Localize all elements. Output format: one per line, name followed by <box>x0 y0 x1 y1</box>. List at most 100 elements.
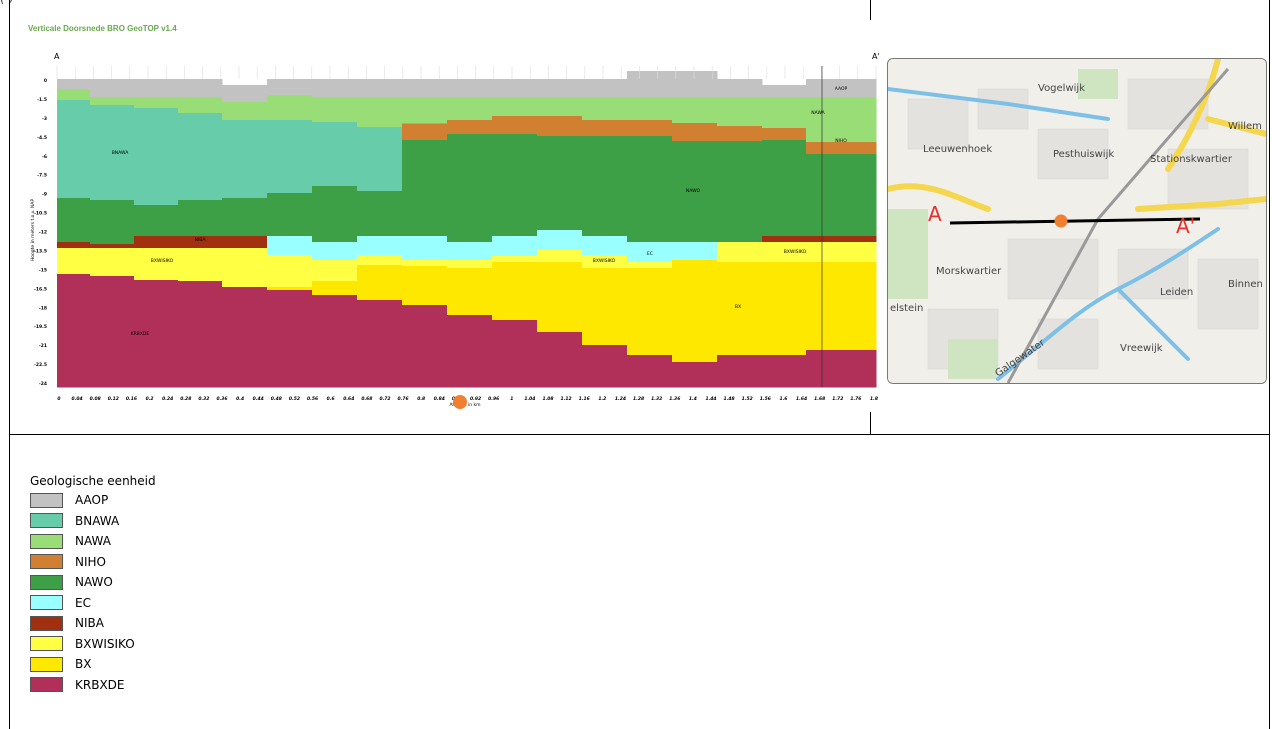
layer-ec <box>447 242 493 261</box>
layer-aaop <box>134 79 179 98</box>
layer-nawo <box>267 193 313 237</box>
cross-section-chart[interactable]: AAOP NAWA NIHO BNAWA NAWO NIBA BXWISIKO BXWISIK… <box>0 0 880 430</box>
unit-label: BXWISIKO <box>593 258 616 264</box>
layer-aaop <box>762 85 807 98</box>
layer-krbxde <box>537 332 583 388</box>
x-tick-label: 0.6 <box>327 396 335 402</box>
x-tick-label: 0.36 <box>216 396 227 402</box>
unit-label: NIBA <box>195 237 207 243</box>
layer-bnawa <box>57 100 91 199</box>
layer-bnawa <box>222 120 268 199</box>
legend-label: KRBXDE <box>75 677 125 692</box>
x-tick-label: 1.68 <box>814 396 825 402</box>
layer-bx <box>492 262 538 321</box>
x-tick-label: 1.4 <box>689 396 697 402</box>
layer-ec <box>402 236 448 261</box>
legend-item: NAWA <box>30 531 156 552</box>
layer-nawa <box>537 97 583 117</box>
unit-label: BX <box>735 304 741 310</box>
layer-niho <box>582 120 628 137</box>
layer-ec <box>672 242 718 261</box>
layer-aaop <box>57 79 91 90</box>
layer-niba <box>134 236 179 249</box>
layer-nawo <box>178 200 223 237</box>
y-tick-label: -13.5 <box>34 248 47 254</box>
layer-krbxde <box>627 355 673 388</box>
x-tick-label: 0.84 <box>434 396 445 402</box>
y-tick-label: -6 <box>42 154 47 160</box>
layer-bxwisiko <box>57 248 91 275</box>
layer-bxwisiko <box>762 242 807 263</box>
legend-swatch <box>30 677 63 693</box>
layer-ec <box>357 236 403 256</box>
layer-nawo <box>627 136 673 243</box>
layer-nawo <box>222 198 268 237</box>
layer-bx <box>312 281 358 296</box>
layer-krbxde <box>762 355 807 388</box>
app-title: Verticale Doorsnede BRO GeoTOP v1.4 <box>28 24 177 33</box>
layer-bx <box>267 287 313 291</box>
legend-swatch <box>30 636 63 652</box>
y-tick-label: -4.5 <box>37 135 47 141</box>
unit-label: AAOP <box>835 86 848 92</box>
layer-nawo <box>312 186 358 243</box>
unit-label: EC <box>647 251 653 257</box>
legend-label: BXWISIKO <box>75 636 135 651</box>
layer-aaop <box>537 79 583 98</box>
layer-krbxde <box>582 345 628 388</box>
legend-label: NIHO <box>75 554 106 569</box>
layer-nawa <box>134 97 179 109</box>
legend-label: AAOP <box>75 493 109 508</box>
map-place: Willem <box>1228 121 1262 132</box>
legend-label: BNAWA <box>75 513 120 528</box>
legend-title: Geologische eenheid <box>30 474 156 488</box>
layer-nawa <box>357 97 403 128</box>
layer-aaop <box>267 79 313 96</box>
layer-nawo <box>672 141 718 243</box>
location-map[interactable]: A A' Vogelwijk Leeuwenhoek Pesthuiswijk … <box>887 58 1267 384</box>
x-tick-label: 1.28 <box>633 396 644 402</box>
layer-niho <box>627 120 673 137</box>
legend-swatch <box>30 513 63 529</box>
legend-label: NAWO <box>75 575 113 590</box>
map-marker-a: A <box>928 202 942 226</box>
layer-aaop <box>357 79 403 98</box>
x-tick-label: 1.56 <box>760 396 771 402</box>
layer-niho <box>402 123 448 141</box>
x-tick-label: 0.32 <box>198 396 209 402</box>
y-tick-label: -19.5 <box>34 324 47 330</box>
map-place: Vreewijk <box>1120 343 1163 354</box>
layer-aaop <box>806 79 877 98</box>
layer-bnawa <box>312 122 358 187</box>
layer-aaop <box>447 79 493 98</box>
layer-nawo <box>447 134 493 243</box>
unit-label: KRBXDE <box>131 331 150 337</box>
y-tick-label: -1.5 <box>37 97 47 103</box>
legend-item: BXWISIKO <box>30 634 156 655</box>
layer-bx <box>717 262 763 356</box>
layer-bxwisiko <box>627 262 673 269</box>
layer-krbxde <box>178 281 223 388</box>
layer-bnawa <box>134 108 179 206</box>
x-tick-label: 0.44 <box>253 396 264 402</box>
x-tick-label: 1.64 <box>796 396 807 402</box>
x-tick-label: 1.32 <box>651 396 662 402</box>
layer-bxwisiko <box>537 250 583 263</box>
layer-nawa <box>627 97 673 121</box>
legend-label: BX <box>75 657 92 672</box>
layer-nawa <box>178 97 223 114</box>
x-tick-label: 1.16 <box>579 396 590 402</box>
x-tick-label: 0.72 <box>379 396 390 402</box>
layer-bx <box>402 266 448 306</box>
layer-aaop <box>90 79 135 98</box>
y-tick-label: -12 <box>39 230 47 236</box>
table-border-mid-top <box>870 0 871 20</box>
x-tick-label: 1.72 <box>832 396 843 402</box>
layer-nawo <box>57 198 91 243</box>
y-tick-label: -21 <box>39 343 47 349</box>
layer-bxwisiko <box>402 260 448 267</box>
layer-bx <box>762 262 807 356</box>
layer-bxwisiko <box>267 255 313 288</box>
layer-niho <box>806 142 877 155</box>
legend-item: KRBXDE <box>30 675 156 696</box>
